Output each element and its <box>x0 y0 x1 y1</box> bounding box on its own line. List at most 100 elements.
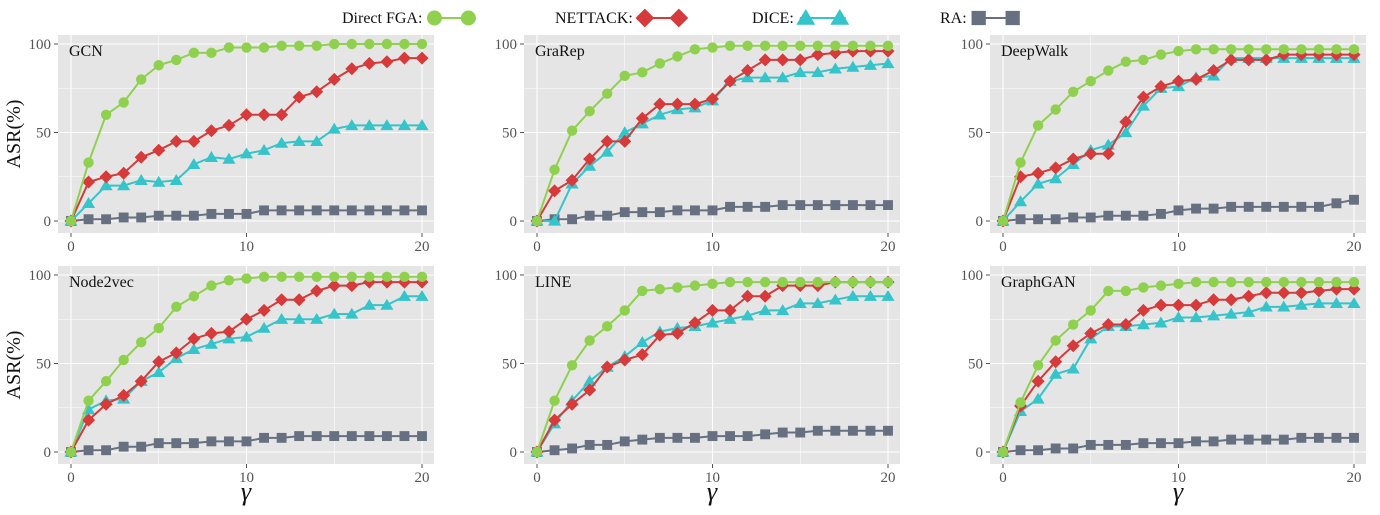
data-point-ra <box>742 431 753 442</box>
data-point-direct-fga <box>865 40 876 51</box>
data-point-ra <box>206 208 217 219</box>
data-point-ra <box>346 205 357 216</box>
data-point-ra <box>276 432 287 443</box>
data-point-direct-fga <box>1015 397 1026 408</box>
series-ra <box>66 431 427 457</box>
data-point-ra <box>241 208 252 219</box>
data-point-direct-fga <box>364 271 375 282</box>
data-point-direct-fga <box>1103 65 1114 76</box>
data-point-nettack <box>1049 161 1063 175</box>
data-point-ra <box>224 436 234 447</box>
data-point-direct-fga <box>795 276 806 288</box>
data-point-dice <box>1049 367 1063 379</box>
panel-title: GraphGAN <box>1001 274 1076 291</box>
x-tick-label: 0 <box>67 239 75 255</box>
data-point-ra <box>118 212 129 223</box>
data-point-dice <box>397 290 412 301</box>
data-point-direct-fga <box>311 40 322 51</box>
panel-grarep: 0 50 100 0 10 20 GraRep <box>495 35 900 255</box>
data-point-nettack <box>82 175 96 189</box>
data-point-nettack <box>1259 286 1273 300</box>
data-point-nettack <box>152 355 166 369</box>
data-point-ra <box>830 200 841 211</box>
data-point-nettack <box>1084 326 1098 340</box>
data-point-direct-fga <box>1173 45 1184 57</box>
data-point-direct-fga <box>1225 44 1237 55</box>
series-ra <box>532 200 893 226</box>
data-point-direct-fga <box>188 47 200 59</box>
data-point-dice <box>397 119 412 131</box>
y-tick-label: 0 <box>976 445 984 461</box>
data-point-direct-fga <box>724 276 736 288</box>
data-point-direct-fga <box>188 291 200 302</box>
data-point-nettack <box>99 397 113 411</box>
series-direct-fga <box>997 276 1360 458</box>
data-point-dice <box>863 59 878 70</box>
data-point-ra <box>760 201 771 212</box>
data-point-ra <box>1050 214 1061 225</box>
data-point-direct-fga <box>1331 44 1342 55</box>
data-point-dice <box>239 147 254 159</box>
data-point-ra <box>294 431 305 442</box>
x-tick-label: 20 <box>1347 470 1362 486</box>
data-point-direct-fga <box>654 58 666 69</box>
data-point-direct-fga <box>742 40 753 51</box>
data-point-direct-fga <box>1208 44 1219 55</box>
y-tick-label: 100 <box>29 37 52 53</box>
panel-deepwalk: 0 50 100 0 10 20 DeepWalk <box>961 35 1366 255</box>
data-point-ra <box>1120 439 1131 450</box>
data-point-nettack <box>1049 355 1063 369</box>
data-point-direct-fga <box>329 271 340 282</box>
data-point-direct-fga <box>258 42 270 53</box>
data-point-direct-fga <box>584 106 595 117</box>
data-point-dice <box>169 174 183 185</box>
data-point-ra <box>654 432 665 443</box>
data-point-ra <box>1068 443 1079 454</box>
data-point-ra <box>1138 438 1149 449</box>
data-point-direct-fga <box>83 157 94 168</box>
data-point-direct-fga <box>654 283 666 295</box>
data-point-direct-fga <box>724 40 736 51</box>
y-tick-label: 0 <box>976 214 984 230</box>
data-point-direct-fga <box>1155 49 1167 60</box>
data-point-direct-fga <box>689 280 701 291</box>
legend: Direct FGA: NETTACK: DICE: RA: <box>342 8 1020 28</box>
data-point-dice <box>362 298 376 310</box>
panel-gcn: 0 50 100 0 10 20 GCN ASR(%) <box>3 35 434 255</box>
legend-label-nettack: NETTACK: <box>555 10 633 27</box>
y-tick-label: 100 <box>961 37 984 53</box>
data-point-ra <box>690 432 700 443</box>
data-point-ra <box>1296 432 1307 443</box>
data-point-direct-fga <box>171 301 182 313</box>
data-point-direct-fga <box>293 40 305 51</box>
x-tick-label: 20 <box>415 470 430 486</box>
data-point-ra <box>171 210 182 221</box>
series-nettack <box>64 51 429 228</box>
data-point-dice <box>152 175 166 187</box>
data-point-ra <box>364 205 375 216</box>
data-point-ra <box>812 425 823 436</box>
data-point-direct-fga <box>276 40 287 51</box>
data-point-ra <box>1156 208 1166 219</box>
data-point-nettack <box>670 97 684 111</box>
series-direct-fga <box>531 40 894 227</box>
x-tick-label: 0 <box>999 239 1007 255</box>
data-point-nettack <box>1294 286 1308 300</box>
data-point-dice <box>275 313 289 324</box>
y-tick-label: 100 <box>29 268 52 284</box>
y-tick-label: 0 <box>44 214 52 230</box>
y-tick-label: 50 <box>502 126 517 142</box>
data-point-direct-fga <box>1190 44 1202 55</box>
series-direct-fga <box>65 38 428 227</box>
data-point-dice <box>1171 311 1186 323</box>
data-point-nettack <box>1119 318 1133 332</box>
data-point-direct-fga <box>795 40 806 51</box>
legend-marker-nettack <box>635 8 655 28</box>
data-point-direct-fga <box>241 273 252 284</box>
data-point-direct-fga <box>742 276 753 288</box>
data-point-direct-fga <box>100 109 112 121</box>
data-point-direct-fga <box>1120 56 1132 67</box>
data-point-nettack <box>275 108 289 122</box>
data-point-ra <box>188 438 199 449</box>
data-point-dice <box>600 145 614 157</box>
